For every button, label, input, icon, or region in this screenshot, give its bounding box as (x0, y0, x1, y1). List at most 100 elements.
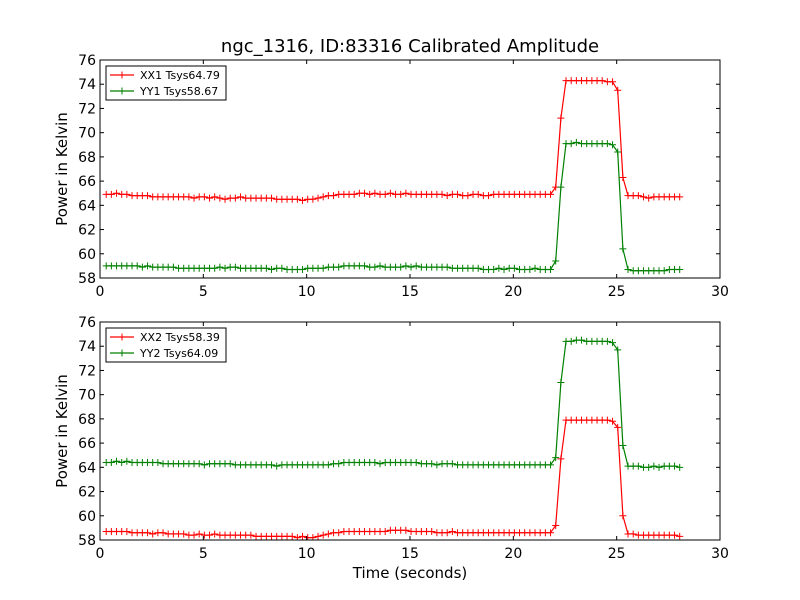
data-point (371, 189, 379, 197)
data-point (268, 266, 276, 274)
data-point (609, 417, 617, 425)
data-point (547, 266, 555, 274)
data-point (314, 532, 322, 540)
data-point (619, 245, 627, 253)
data-point (335, 529, 343, 537)
data-point (640, 193, 648, 201)
x-tick-label: 15 (401, 284, 419, 300)
y-tick-label: 62 (78, 223, 96, 239)
data-point (381, 190, 389, 198)
data-point (428, 460, 436, 468)
data-point (402, 262, 410, 270)
x-tick-label: 30 (711, 284, 729, 300)
data-point (195, 530, 203, 538)
data-point (376, 262, 384, 270)
data-point (319, 531, 327, 539)
data-point (231, 194, 239, 202)
x-axis-label-bottom: Time (seconds) (352, 564, 468, 582)
x-tick-label: 20 (504, 284, 522, 300)
data-point (598, 77, 606, 85)
data-point (190, 531, 198, 539)
data-point (185, 193, 193, 201)
legend-label-xx1: XX1 Tsys64.79 (140, 69, 220, 82)
y-tick-label: 64 (78, 198, 96, 214)
data-point (552, 521, 560, 529)
y-tick-label: 72 (78, 101, 96, 117)
data-point (572, 138, 580, 146)
data-point (237, 193, 245, 201)
data-point (226, 460, 234, 468)
data-point (603, 140, 611, 148)
data-point (371, 263, 379, 271)
y-tick-label: 62 (78, 485, 96, 501)
data-point (371, 458, 379, 466)
data-point (567, 140, 575, 148)
y-tick-label: 74 (78, 77, 96, 93)
data-point (552, 454, 560, 462)
data-point (299, 532, 307, 540)
data-point (526, 266, 534, 274)
y-tick-label: 58 (78, 271, 96, 287)
data-point (660, 267, 668, 275)
data-point (319, 264, 327, 272)
data-point (557, 455, 565, 463)
data-point (169, 263, 177, 271)
data-point (159, 529, 167, 537)
data-point (319, 193, 327, 201)
x-tick-label: 20 (504, 546, 522, 562)
data-point (247, 531, 255, 539)
data-point (412, 262, 420, 270)
data-point (634, 192, 642, 200)
data-point (474, 264, 482, 272)
data-point (629, 530, 637, 538)
y-tick-label: 68 (78, 150, 96, 166)
y-tick-label: 66 (78, 436, 96, 452)
data-point (216, 194, 224, 202)
data-point (123, 190, 131, 198)
data-point (113, 457, 121, 465)
data-point (211, 530, 219, 538)
data-point (113, 189, 121, 197)
data-point (671, 531, 679, 539)
data-point (324, 461, 332, 469)
data-point (231, 263, 239, 271)
data-point (676, 266, 684, 274)
series-markers-0-0 (102, 77, 684, 204)
data-point (474, 190, 482, 198)
data-point (211, 193, 219, 201)
data-point (361, 262, 369, 270)
data-point (211, 264, 219, 272)
y-tick-label: 74 (78, 339, 96, 355)
data-point (133, 262, 141, 270)
data-point (200, 193, 208, 201)
plot-frame-top (99, 59, 721, 279)
data-point (500, 266, 508, 274)
data-point (557, 183, 565, 191)
x-tick-label: 25 (608, 546, 626, 562)
legend-box-top (105, 65, 227, 101)
data-point (206, 531, 214, 539)
data-point (386, 189, 394, 197)
legend-entry-yy1: YY1 Tsys58.67 (110, 85, 218, 98)
y-tick-label: 76 (78, 315, 96, 331)
data-point (552, 257, 560, 265)
data-point (299, 196, 307, 204)
data-point (619, 442, 627, 450)
x-tick-label: 0 (96, 546, 105, 562)
x-tick-label: 15 (401, 546, 419, 562)
data-point (495, 264, 503, 272)
data-point (578, 336, 586, 344)
data-point (412, 458, 420, 466)
data-point (433, 461, 441, 469)
y-tick-label: 58 (78, 533, 96, 549)
subplot-top: 0 5 10 15 20 25 30 58 60 62 64 66 68 70 72 74 76 Power i… (53, 53, 729, 300)
data-point (557, 379, 565, 387)
data-point (443, 192, 451, 200)
data-point (671, 462, 679, 470)
y-tick-label: 66 (78, 174, 96, 190)
data-point (381, 528, 389, 536)
data-point (614, 148, 622, 156)
data-point (614, 346, 622, 354)
data-point (293, 195, 301, 203)
